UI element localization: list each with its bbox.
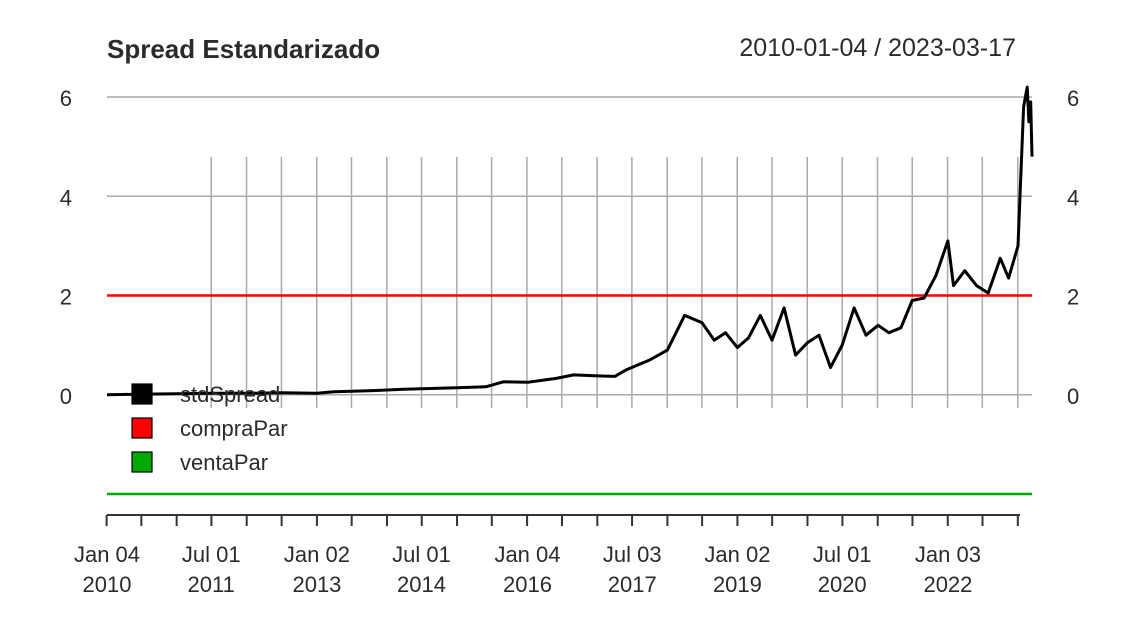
- y-tick-label-right: 2: [1067, 285, 1079, 310]
- x-tick-label-year: 2011: [188, 572, 235, 597]
- x-tick-label: Jul 01: [813, 542, 872, 567]
- x-tick-label-year: 2019: [713, 572, 762, 597]
- x-tick-label-year: 2010: [83, 572, 132, 597]
- date-range: 2010-01-04 / 2023-03-17: [739, 34, 1016, 62]
- y-tick-label-right: 0: [1067, 384, 1079, 409]
- x-tick-label: Jan 03: [915, 542, 981, 567]
- x-tick-label-year: 2017: [608, 572, 657, 597]
- x-tick-label: Jan 04: [74, 542, 140, 567]
- x-tick-label: Jul 01: [392, 542, 451, 567]
- legend-label-compraPar: compraPar: [180, 416, 288, 441]
- x-tick-label-year: 2013: [292, 572, 341, 597]
- x-tick-label: Jul 03: [603, 542, 662, 567]
- y-tick-label-left: 6: [60, 86, 72, 111]
- y-tick-label-left: 4: [60, 185, 72, 210]
- series-line-stdSpread: [106, 85, 1034, 397]
- x-tick-label-year: 2022: [923, 572, 972, 597]
- x-tick-label: Jan 04: [494, 542, 560, 567]
- legend-swatch-ventaPar: [131, 451, 153, 473]
- legend-label-stdSpread: stdSpread: [180, 382, 280, 407]
- chart-title: Spread Estandarizado: [107, 34, 381, 64]
- x-tick-label-year: 2016: [503, 572, 552, 597]
- x-tick-label: Jul 01: [182, 542, 241, 567]
- y-tick-label-right: 4: [1067, 185, 1079, 210]
- legend-swatch-stdSpread: [131, 383, 153, 405]
- x-tick-label-year: 2020: [818, 572, 867, 597]
- y-tick-label-left: 0: [60, 384, 72, 409]
- legend-label-ventaPar: ventaPar: [180, 450, 268, 475]
- x-tick-label: Jan 02: [284, 542, 350, 567]
- x-tick-label: Jan 02: [704, 542, 770, 567]
- y-tick-label-right: 6: [1067, 86, 1079, 111]
- y-tick-label-left: 2: [60, 285, 72, 310]
- x-tick-label-year: 2014: [397, 572, 446, 597]
- legend-swatch-compraPar: [131, 417, 153, 439]
